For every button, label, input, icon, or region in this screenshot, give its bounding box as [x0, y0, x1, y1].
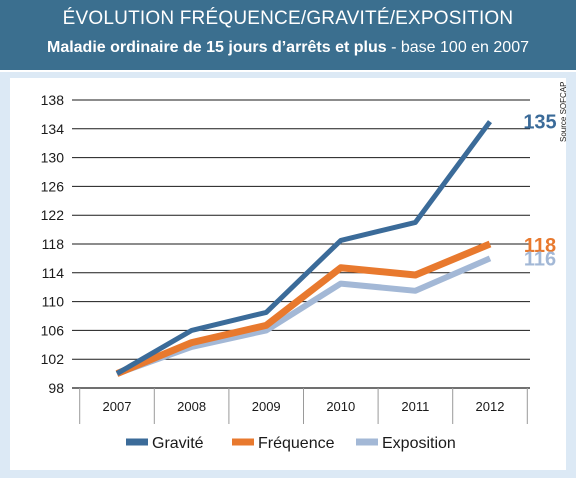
y-tick-label: 102: [41, 351, 65, 367]
y-tick-label: 134: [41, 121, 65, 137]
chart-subtitle-base: - base 100 en 2007: [386, 39, 529, 56]
x-tick-label: 2007: [103, 399, 132, 414]
y-tick-label: 118: [42, 236, 65, 252]
chart-subtitle-main: Maladie ordinaire de 15 jours d’arrêts e…: [46, 39, 387, 56]
y-tick-label: 122: [41, 207, 65, 223]
y-tick-label: 130: [41, 150, 65, 166]
y-tick-label: 114: [42, 265, 65, 281]
y-tick-label: 126: [41, 178, 65, 194]
series-line-gravité: [115, 120, 493, 376]
end-value-label: 116: [524, 248, 556, 270]
y-tick-label: 110: [42, 294, 65, 310]
legend-label: Exposition: [382, 435, 456, 452]
chart-subtitle: Maladie ordinaire de 15 jours d’arrêts e…: [0, 39, 576, 57]
chart-header: ÉVOLUTION FRÉQUENCE/GRAVITÉ/EXPOSITION M…: [0, 0, 576, 72]
end-value-label: 118: [524, 235, 556, 257]
end-value-label: 135: [523, 112, 556, 134]
series-line-fréquence: [115, 240, 492, 377]
x-tick-label: 2010: [326, 399, 355, 414]
x-tick-label: 2011: [401, 399, 429, 414]
x-tick-label: 2009: [252, 399, 281, 414]
x-tick-label: 2012: [476, 399, 505, 414]
chart-title: ÉVOLUTION FRÉQUENCE/GRAVITÉ/EXPOSITION: [62, 8, 514, 29]
legend-label: Fréquence: [258, 435, 335, 452]
y-tick-label: 138: [41, 92, 65, 108]
x-tick-label: 2008: [177, 399, 206, 414]
legend-label: Gravité: [152, 435, 204, 452]
y-tick-label: 98: [48, 380, 64, 396]
y-tick-label: 106: [41, 322, 65, 338]
